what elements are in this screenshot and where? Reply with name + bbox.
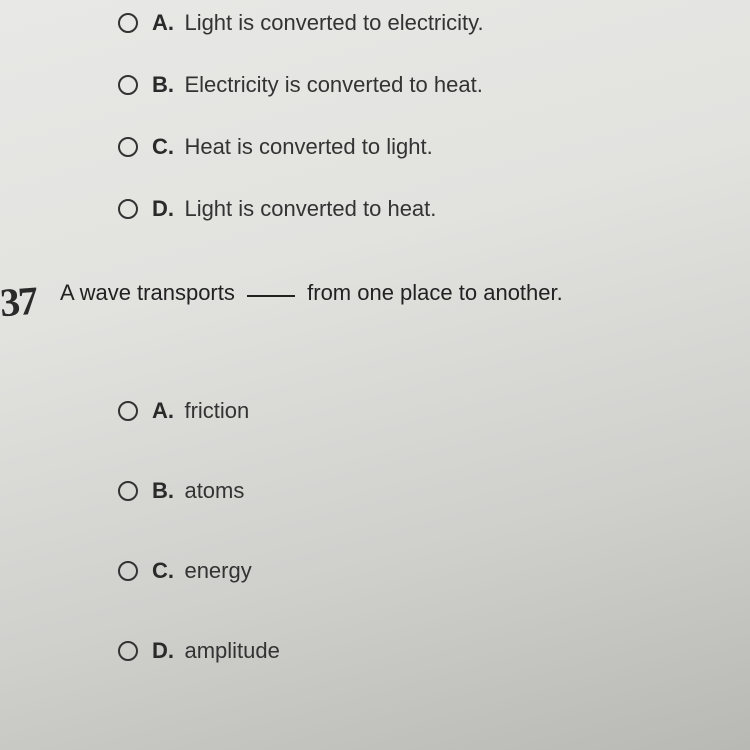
radio-icon [118, 561, 138, 581]
q1-option-c[interactable]: C. Heat is converted to light. [118, 134, 433, 160]
option-letter: B. [152, 72, 174, 97]
radio-icon [118, 13, 138, 33]
option-label: D. Light is converted to heat. [152, 196, 436, 222]
option-text: Light is converted to electricity. [184, 10, 483, 35]
radio-icon [118, 75, 138, 95]
radio-icon [118, 199, 138, 219]
q1-option-d[interactable]: D. Light is converted to heat. [118, 196, 436, 222]
option-letter: C. [152, 558, 174, 583]
worksheet-page: A. Light is converted to electricity. B.… [0, 0, 750, 750]
q2-prompt-after: from one place to another. [307, 280, 563, 305]
q1-option-a[interactable]: A. Light is converted to electricity. [118, 10, 484, 36]
option-label: C. energy [152, 558, 252, 584]
option-letter: B. [152, 478, 174, 503]
question-number-handwritten: 37 [0, 277, 38, 326]
q2-option-c[interactable]: C. energy [118, 558, 252, 584]
option-label: C. Heat is converted to light. [152, 134, 433, 160]
option-letter: A. [152, 398, 174, 423]
option-text: Electricity is converted to heat. [184, 72, 482, 97]
option-text: friction [184, 398, 249, 423]
q1-option-b[interactable]: B. Electricity is converted to heat. [118, 72, 483, 98]
option-label: A. Light is converted to electricity. [152, 10, 484, 36]
option-text: amplitude [184, 638, 279, 663]
radio-icon [118, 481, 138, 501]
radio-icon [118, 641, 138, 661]
q2-option-d[interactable]: D. amplitude [118, 638, 280, 664]
option-text: energy [184, 558, 251, 583]
q2-option-b[interactable]: B. atoms [118, 478, 244, 504]
q2-option-a[interactable]: A. friction [118, 398, 249, 424]
option-letter: C. [152, 134, 174, 159]
q2-prompt-before: A wave transports [60, 280, 235, 305]
fill-blank [247, 295, 295, 297]
option-text: Heat is converted to light. [184, 134, 432, 159]
option-letter: D. [152, 638, 174, 663]
option-text: atoms [184, 478, 244, 503]
option-letter: D. [152, 196, 174, 221]
option-letter: A. [152, 10, 174, 35]
option-label: B. Electricity is converted to heat. [152, 72, 483, 98]
option-label: A. friction [152, 398, 249, 424]
option-text: Light is converted to heat. [184, 196, 436, 221]
option-label: D. amplitude [152, 638, 280, 664]
radio-icon [118, 401, 138, 421]
radio-icon [118, 137, 138, 157]
option-label: B. atoms [152, 478, 244, 504]
q2-prompt: A wave transports from one place to anot… [60, 280, 563, 306]
